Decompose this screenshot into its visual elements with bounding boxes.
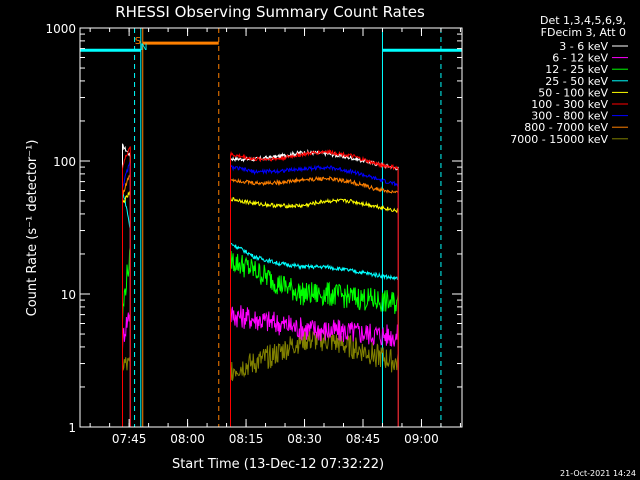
series-8-segment-0 <box>122 356 131 427</box>
saa-label: S <box>135 36 141 47</box>
y-tick-label-2: 100 <box>53 155 76 169</box>
series-4-segment-1 <box>230 196 399 427</box>
series-6-segment-0 <box>122 161 131 427</box>
x-tick-label-5: 09:00 <box>404 432 439 446</box>
series-5-segment-0 <box>122 146 131 427</box>
legend-label-1: 6 - 12 keV <box>552 52 608 65</box>
series-7-segment-1 <box>230 175 399 427</box>
series-0-segment-0 <box>122 143 131 427</box>
plot-frame <box>79 27 463 428</box>
night-label: N <box>141 43 148 53</box>
x-tick-label-4: 08:45 <box>346 432 381 446</box>
x-tick-label-0: 07:45 <box>112 432 147 446</box>
y-tick-label-3: 1000 <box>45 22 76 36</box>
legend-label-5: 100 - 300 keV <box>531 98 608 111</box>
series-5-segment-1 <box>230 148 399 427</box>
x-tick-label-1: 08:00 <box>170 432 205 446</box>
legend-header-0: Det 1,3,4,5,6,9, <box>540 14 626 27</box>
series-4-segment-0 <box>122 191 131 427</box>
legend-label-2: 12 - 25 keV <box>545 63 608 76</box>
legend-label-7: 800 - 7000 keV <box>524 121 608 134</box>
chart-title: RHESSI Observing Summary Count Rates <box>115 3 425 21</box>
legend: Det 1,3,4,5,6,9,FDecim 3, Att 03 - 6 keV… <box>510 14 628 146</box>
plot-area: SN <box>79 28 462 427</box>
series-2-segment-1 <box>230 250 399 427</box>
series-1-segment-1 <box>230 305 399 427</box>
legend-header-1: FDecim 3, Att 0 <box>541 26 626 39</box>
series-6-segment-1 <box>230 164 399 427</box>
axes: 07:45 08:00 08:15 08:30 08:45 09:00 1 10 100 1000 <box>45 22 462 446</box>
x-axis-label: Start Time (13-Dec-12 07:32:22) <box>172 457 384 472</box>
y-tick-label-0: 1 <box>68 421 76 435</box>
series-2-segment-0 <box>122 245 131 427</box>
footer-date: 21-Oct-2021 14:24 <box>560 469 636 478</box>
legend-label-3: 25 - 50 keV <box>545 75 608 88</box>
series-1-segment-0 <box>122 312 131 427</box>
x-tick-label-2: 08:15 <box>229 432 264 446</box>
legend-label-0: 3 - 6 keV <box>559 40 608 53</box>
series-3-segment-1 <box>230 242 399 427</box>
legend-label-6: 300 - 800 keV <box>531 110 608 123</box>
legend-label-4: 50 - 100 keV <box>538 86 608 99</box>
series-7-segment-0 <box>122 172 131 427</box>
y-axis-label: Count Rate (s⁻¹ detector⁻¹) <box>25 140 40 317</box>
x-tick-label-3: 08:30 <box>287 432 322 446</box>
y-tick-label-1: 10 <box>61 288 76 302</box>
legend-label-8: 7000 - 15000 keV <box>510 133 608 146</box>
